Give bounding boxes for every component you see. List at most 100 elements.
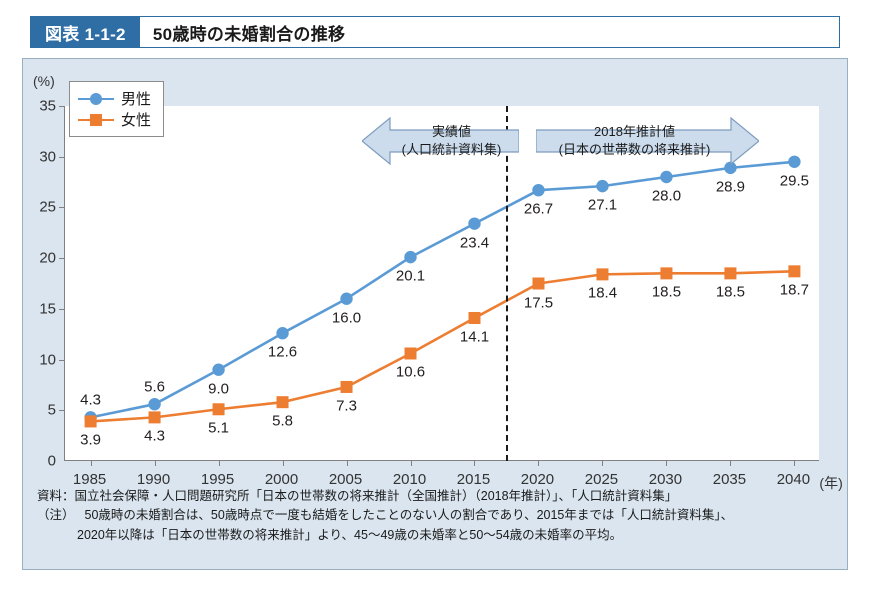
data-point-marker [724,161,737,175]
x-axis-tick-mark [666,460,668,466]
data-point-label: 10.6 [395,363,426,381]
y-axis-tick-mark [59,258,65,260]
y-axis-tick-label: 30 [39,148,56,166]
legend-item-female: 女性 [78,109,151,130]
x-axis-tick-mark [538,460,540,466]
x-axis-tick-label: 2015 [456,471,491,488]
projection-divider-line [506,106,509,461]
series-line [90,160,795,419]
legend-marker-square-icon [78,113,114,127]
data-point-marker [340,292,353,305]
data-point-marker [276,396,289,409]
x-axis-tick-mark [154,460,156,466]
series-line [90,270,795,423]
data-point-label: 5.8 [272,412,293,430]
data-point-marker [84,415,97,428]
data-point-marker [404,250,417,264]
x-axis-unit-label: (年) [819,475,843,491]
annotation-arrow-actual: 実績値 (人口統計資料集) [362,116,519,166]
data-point-label: 12.6 [267,343,298,361]
data-point-label: 28.9 [715,178,746,196]
data-point-label: 4.3 [80,391,102,409]
annotation-actual-line2: (人口統計資料集) [401,142,502,157]
x-axis-tick-label: 1985 [72,471,107,488]
data-point-marker [468,311,481,324]
chart-region: (%) 4.3 5.6 9.0 12.6 16.0 20.1 23.4 26.7 27.1 28.… [23,59,849,491]
x-axis-tick-label: 2020 [520,471,555,488]
footnotes: 資料：国立社会保障・人口問題研究所「日本の世帯数の将来推計（全国推計）（2018… [37,487,837,545]
x-axis-tick-label: 2040 [776,471,811,488]
data-point-marker [212,363,225,376]
x-axis-tick-mark [218,460,220,466]
plot-area: 4.3 5.6 9.0 12.6 16.0 20.1 23.4 26.7 27.1 28.0 28.… [59,106,819,466]
data-point-marker [596,179,609,193]
x-axis-tick-mark [90,460,92,466]
data-point-marker [596,268,609,281]
y-axis-tick-mark [59,410,65,412]
data-point-label: 3.9 [80,431,102,449]
data-point-label: 29.5 [779,172,810,190]
data-point-label: 18.7 [779,281,810,299]
data-point-label: 18.4 [587,284,618,302]
figure-header: 図表 1-1-2 50歳時の未婚割合の推移 [30,16,840,48]
x-axis-tick-mark [410,460,412,466]
y-axis-tick-label: 0 [47,452,56,470]
y-axis-tick-label: 10 [39,351,56,369]
data-point-marker [148,398,161,411]
y-axis-tick-mark [59,359,65,361]
x-axis-tick-label: 2035 [712,471,747,488]
y-axis-tick-label: 25 [39,198,56,216]
data-point-marker [660,267,673,280]
annotation-estimate-line1: 2018年推計値 [594,124,675,140]
x-axis-tick-label: 2005 [328,471,363,488]
data-point-label: 7.3 [336,397,357,415]
explanatory-note-line-2: 2020年以降は「日本の世帯数の将来推計」より、45～49歳の未婚率と50～54… [77,527,623,542]
chart-panel: (%) 4.3 5.6 9.0 12.6 16.0 20.1 23.4 26.7 27.1 28.… [22,58,848,570]
data-point-label: 9.0 [208,380,229,398]
data-point-label: 18.5 [651,283,682,301]
annotation-estimate-line2: (日本の世帯数の将来推計) [558,142,711,157]
legend-label-female: 女性 [121,112,152,129]
x-axis-tick-label: 1990 [136,471,171,488]
data-point-label: 14.1 [459,328,490,346]
x-axis-tick-mark [730,460,732,466]
y-axis-tick-label: 35 [39,97,56,115]
annotation-arrow-estimate: 2018年推計値 (日本の世帯数の将来推計) [536,116,759,166]
data-point-marker [660,170,673,184]
annotation-actual-line1: 実績値 [431,124,471,140]
data-point-marker [788,155,801,168]
data-point-label: 5.6 [144,378,165,396]
y-axis-tick-label: 20 [39,249,56,267]
data-point-marker [724,267,737,280]
data-point-label: 17.5 [523,294,554,311]
y-axis-tick-mark [59,207,65,209]
data-point-marker [788,265,801,278]
arrow-left-icon [362,116,519,166]
x-axis-tick-label: 2030 [648,471,683,488]
data-point-label: 23.4 [459,234,490,252]
legend-item-male: 男性 [78,88,151,109]
legend-marker-circle-icon [78,92,114,106]
chart-legend: 男性 女性 [69,81,165,137]
y-axis-tick-mark [59,156,65,158]
data-point-label: 16.0 [331,309,362,327]
y-axis-unit-label: (%) [33,73,55,89]
x-axis-tick-label: 1995 [200,471,235,488]
x-axis-tick-mark [602,460,604,466]
data-point-marker [148,411,161,424]
y-axis-tick-label: 5 [47,401,56,419]
note-marker: （注） [37,508,75,523]
explanatory-note-line-1: （注） 50歳時の未婚割合は、50歳時点で一度も結婚をしたことのない人の割合であり… [37,506,837,525]
data-point-label: 28.0 [651,187,682,205]
data-point-marker [532,277,545,290]
data-point-label: 5.1 [208,419,229,437]
legend-label-male: 男性 [121,91,152,108]
arrow-right-icon [536,116,759,166]
x-axis-tick-mark [474,460,476,466]
series-plot [84,155,801,428]
y-axis-tick-label: 15 [39,300,56,318]
page-title: 50歳時の未婚割合の推移 [139,17,839,47]
x-axis-tick-mark [794,460,796,466]
data-point-label: 26.7 [523,200,554,218]
data-point-marker [340,380,353,393]
